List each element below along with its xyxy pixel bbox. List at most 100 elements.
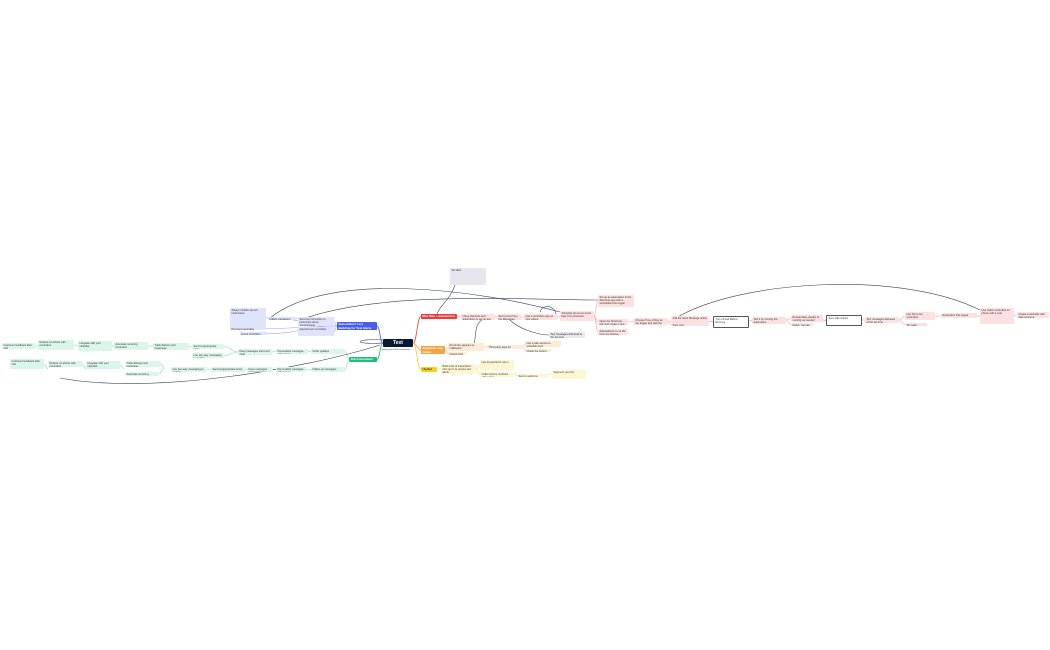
topic-node-green[interactable]: Reduce no-shows with reminders: [38, 340, 74, 350]
topic-node-green[interactable]: Use two-way messaging to confirm: [171, 367, 207, 372]
topic-node-green[interactable]: Automate recurring reminders: [125, 372, 159, 376]
topic-node-orange[interactable]: Reminder appears as notification: [448, 343, 484, 351]
branch-line: [513, 373, 518, 376]
topic-node-red[interactable]: Use native reminders on phone with a not…: [980, 308, 1014, 324]
topic-node-red[interactable]: Notes: you can also use the Reminders ap…: [791, 323, 813, 326]
topic-node-green[interactable]: Reduce no-shows with reminders: [48, 361, 82, 367]
topic-node-red[interactable]: Tip: keep reminders short: [905, 323, 927, 326]
branch-line: [934, 315, 942, 318]
topic-node-blue[interactable]: Payment reminders: [230, 327, 266, 330]
topic-node-white[interactable]: Turn off Ask Before Running: [713, 316, 749, 328]
branch-line: [344, 358, 350, 370]
topic-node-gray[interactable]: Text messages delivered at the set time: [549, 332, 585, 338]
topic-node-green[interactable]: Keep messages short and clear: [247, 367, 273, 372]
branch-line: [1013, 314, 1018, 317]
branch-line: [456, 315, 462, 318]
branch-line: [307, 350, 312, 352]
topic-node-green[interactable]: Follow-up messages: [311, 367, 345, 372]
branch-line: [708, 320, 714, 323]
topic-node-red[interactable]: Test it by running the automation: [752, 317, 786, 324]
relationship-arc: [269, 288, 561, 319]
topic-node-red[interactable]: Open the Shortcuts app and create a new …: [598, 319, 628, 325]
topic-node-green[interactable]: Customer feedback after visit: [2, 343, 36, 349]
branch-line: [223, 346, 239, 353]
topic-node-green[interactable]: Send at appropriate times: [192, 344, 224, 349]
branch-orange[interactable]: Automate and native reminders: [421, 346, 445, 354]
topic-node-orange[interactable]: Check the pricing and limits of each too…: [525, 349, 551, 352]
root-subtitle[interactable]: Remind yourself about important words & …: [381, 349, 411, 351]
topic-node-green[interactable]: Track delivery and responses: [153, 343, 189, 350]
topic-node-green[interactable]: Order updates: [311, 349, 345, 354]
topic-node-red[interactable]: Type your reminder text and select the r…: [671, 323, 693, 326]
branch-line: [548, 373, 553, 375]
topic-node-green[interactable]: Personalize messages with names: [276, 367, 306, 372]
topic-node-orange[interactable]: Useful tools to send scheduled text remi…: [448, 352, 466, 355]
branch-green[interactable]: Text Customers & Users: [349, 357, 377, 362]
topic-node-red[interactable]: Create a reminder with date and time: [1017, 312, 1049, 318]
topic-node-green[interactable]: Track delivery and responses: [125, 361, 161, 367]
branch-line: [119, 364, 125, 370]
relationship-arc: [436, 284, 456, 315]
topic-node-green[interactable]: Integrate with your calendar: [86, 361, 120, 369]
topic-node-red[interactable]: Use Siri to set reminders: [905, 312, 935, 320]
branch-line: [188, 346, 193, 348]
topic-node-white[interactable]: Sync with iCloud: [826, 315, 862, 326]
topic-node-yellow[interactable]: Build a list of subscribers who opt in t…: [441, 364, 476, 374]
topic-node-red[interactable]: Choose Time of Day as the trigger and pi…: [634, 318, 668, 325]
relationship-arc: [299, 298, 599, 321]
topic-node-orange[interactable]: Use a web service to schedule texts: [525, 341, 561, 347]
branch-line: [593, 315, 599, 333]
branch-line-red: [412, 316, 422, 344]
branch-yellow[interactable]: Useful tools: [421, 367, 437, 372]
relationship-arc: [359, 339, 384, 344]
branch-line-green: [376, 342, 384, 360]
topic-node-gray[interactable]: Set alert: [450, 268, 486, 285]
branch-line: [344, 351, 350, 360]
branch-line: [271, 350, 277, 353]
topic-node-red[interactable]: Add the Send Message action: [671, 316, 709, 326]
topic-node-green[interactable]: Automate recurring reminders: [114, 342, 148, 350]
topic-node-red[interactable]: Automations run at the time you choose: [598, 329, 628, 335]
topic-node-green[interactable]: Customer feedback after visit: [10, 359, 44, 369]
topic-node-blue[interactable]: Follow messaging regulations: [268, 317, 296, 320]
relationship-arc: [59, 344, 381, 384]
branch-line: [43, 363, 49, 370]
topic-node-blue[interactable]: Appointment reminders: [298, 327, 334, 336]
root-node[interactable]: Text Reminders: [383, 339, 413, 347]
topic-node-orange[interactable]: Third party apps for scheduling texts: [487, 345, 523, 349]
branch-line: [522, 346, 526, 351]
branch-line: [557, 315, 561, 318]
topic-node-yellow[interactable]: Send a welcome message after sign up: [517, 374, 549, 377]
topic-node-red[interactable]: Use a reminders app on your phone: [524, 314, 558, 320]
topic-node-blue[interactable]: Always include opt-out instructions: [230, 308, 266, 327]
branch-line: [223, 351, 239, 356]
branch-line: [160, 363, 166, 370]
topic-node-red[interactable]: Set up an automation in the Shortcuts ap…: [598, 295, 634, 307]
topic-node-green[interactable]: Use two-way messaging to confirm: [192, 353, 224, 358]
topic-node-red[interactable]: Repeat daily, weekly or monthly as neede…: [791, 315, 823, 322]
topic-node-red[interactable]: Text messages delivered at the set time: [865, 317, 899, 323]
topic-node-red[interactable]: Reminders that repeat: [941, 313, 977, 318]
topic-node-green[interactable]: Integrate with your calendar: [78, 341, 112, 351]
branch-line-blue: [376, 325, 384, 344]
topic-node-green[interactable]: Personalize messages with names: [276, 349, 308, 354]
topic-node-red[interactable]: Send a text from the Messages app with a…: [497, 314, 521, 320]
topic-node-blue[interactable]: Event reminders: [240, 332, 268, 335]
topic-node-yellow[interactable]: Segment your list: [552, 370, 586, 379]
branch-line: [444, 349, 449, 354]
branch-line: [822, 319, 827, 321]
branch-red[interactable]: Mac Mac + automation (?) tools: [421, 314, 457, 319]
branch-line: [81, 363, 87, 370]
topic-node-yellow[interactable]: Use keywords for opt in: [480, 360, 514, 370]
topic-node-green[interactable]: Send at appropriate times: [211, 367, 245, 372]
topic-node-blue[interactable]: Send text reminders to customers about a…: [298, 317, 334, 326]
relationship-arc: [675, 284, 981, 319]
topic-node-green[interactable]: Keep messages short and clear: [238, 349, 272, 355]
branch-line: [206, 368, 212, 370]
topic-node-red[interactable]: Using shortcuts and automation to set up…: [461, 314, 495, 320]
branch-blue[interactable]: Subscribers' List Building for Text Aler…: [337, 322, 377, 330]
topic-node-yellow[interactable]: Collect phone numbers with a form: [480, 372, 514, 377]
topic-node-red[interactable]: Schedule the text to send later from sho…: [560, 311, 594, 321]
branch-line: [158, 368, 164, 375]
